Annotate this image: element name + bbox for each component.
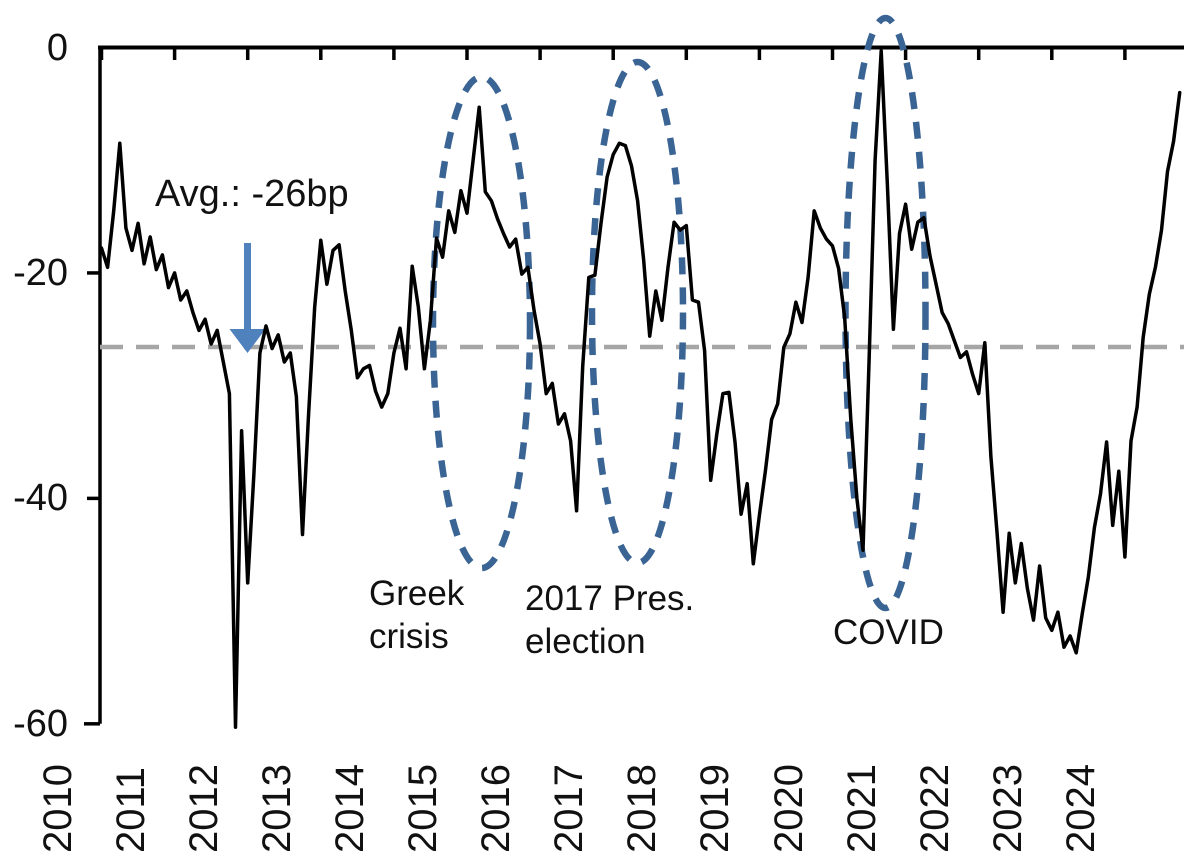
- average-annotation-label: Avg.: -26bp: [155, 173, 349, 215]
- greek-crisis-label-line1: Greek: [369, 574, 465, 613]
- x-axis-label: 2016: [474, 764, 519, 852]
- x-axis-label: 2012: [181, 764, 226, 852]
- down-arrow-icon: [229, 243, 266, 353]
- 2017-election-label: 2017 Pres. election: [525, 577, 694, 663]
- y-axis-label: 0: [46, 26, 68, 69]
- x-axis-label: 2013: [254, 764, 299, 852]
- event-ellipses: [429, 14, 929, 612]
- greek-crisis-label-line2: crisis: [369, 617, 449, 656]
- greek-crisis-label: Greek crisis: [369, 572, 464, 658]
- x-axis-label: 2023: [985, 764, 1030, 852]
- x-axis-label: 2010: [35, 764, 80, 852]
- x-axis-label: 2021: [839, 764, 884, 852]
- series-line: [99, 49, 1182, 729]
- ellipse-greek-crisis: [429, 73, 534, 572]
- x-axis-label: 2011: [108, 766, 153, 852]
- x-axis-label: 2022: [912, 764, 957, 852]
- x-axis-label: 2018: [620, 764, 665, 852]
- 2017-election-label-line2: election: [525, 622, 646, 661]
- y-axis-label: -40: [13, 477, 68, 520]
- x-axis-label: 2020: [766, 764, 811, 852]
- y-axis-label: -60: [13, 702, 68, 745]
- x-axis-label: 2014: [327, 764, 372, 852]
- 2017-election-label-line1: 2017 Pres.: [525, 579, 695, 618]
- y-axis-label: -20: [13, 251, 68, 294]
- x-axis-label: 2024: [1058, 764, 1103, 852]
- x-axis-label: 2015: [401, 764, 445, 852]
- ellipse-2017-election: [588, 58, 687, 567]
- covid-label: COVID: [833, 613, 944, 652]
- x-axis-label: 2019: [693, 764, 738, 852]
- x-axis-label: 2017: [547, 764, 592, 852]
- y-axis-ticks: [84, 271, 100, 726]
- x-axis-ticks: [99, 49, 1127, 60]
